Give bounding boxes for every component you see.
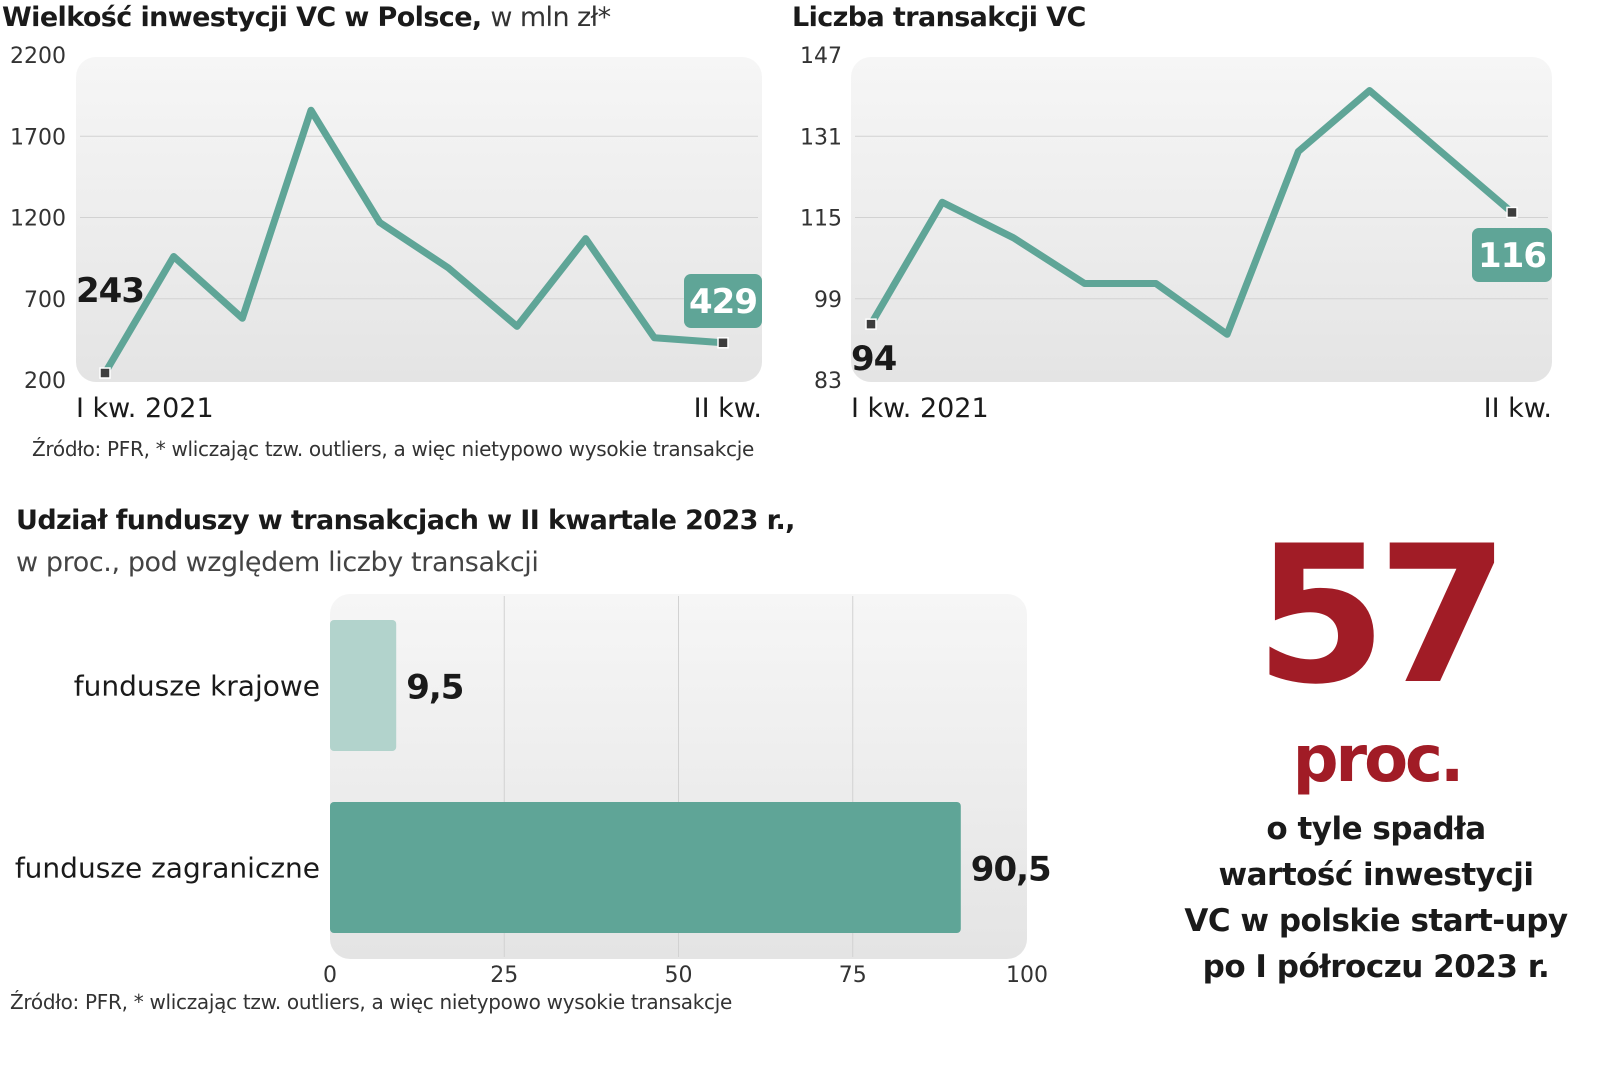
highlight-text-line-2: wartość inwestycji [1218, 857, 1534, 893]
chart2-start-point [865, 318, 877, 330]
chart1-title-main: Wielkość inwestycji VC w Polsce, [2, 2, 482, 33]
chart1-y-tick: 200 [24, 369, 66, 394]
bar-chart-subtitle: w proc., pod względem liczby transakcji [16, 547, 539, 578]
chart1-first-value-label: 243 [76, 271, 144, 311]
bar-value-label: 90,5 [971, 850, 1051, 890]
bar [330, 802, 961, 933]
chart2-y-tick: 131 [800, 125, 842, 150]
chart2-y-tick: 115 [800, 207, 842, 232]
bar-x-tick: 75 [839, 963, 867, 988]
chart2-y-tick: 99 [814, 288, 842, 313]
bar-x-tick: 100 [1006, 963, 1048, 988]
highlight-text-line-3: VC w polskie start-upy [1184, 903, 1568, 939]
bar-chart-title: Udział funduszy w transakcjach w II kwar… [16, 505, 795, 536]
chart2-last-value-badge [1472, 228, 1552, 282]
highlight-text: o tyle spadła wartość inwestycji VC w po… [1180, 806, 1572, 990]
bar-value-label: 9,5 [406, 668, 463, 708]
highlight-text-line-1: o tyle spadła [1266, 811, 1486, 847]
chart1-y-tick: 1700 [10, 125, 66, 150]
chart2-plot-area [851, 57, 1552, 382]
bar [330, 620, 397, 751]
chart1-x-label-last: II kw. [694, 393, 762, 424]
chart1-y-tick: 700 [24, 288, 66, 313]
bar-x-tick: 50 [665, 963, 693, 988]
chart1-title: Wielkość inwestycji VC w Polsce, w mln z… [2, 2, 611, 33]
chart2-y-tick: 83 [814, 369, 842, 394]
chart2-last-value-label: 116 [1478, 236, 1546, 276]
chart2-y-tick: 147 [800, 44, 842, 69]
chart1-x-label-first: I kw. 2021 [76, 393, 214, 424]
source-note-bottom: Źródło: PFR, * wliczając tzw. outliers, … [10, 990, 733, 1014]
chart2-x-label-last: II kw. [1484, 393, 1552, 424]
bar-category-label: fundusze krajowe [74, 670, 320, 703]
source-note-top: Źródło: PFR, * wliczając tzw. outliers, … [32, 437, 755, 461]
highlight-text-line-4: po I półroczu 2023 r. [1202, 949, 1550, 985]
chart2-end-point [1506, 206, 1518, 219]
chart1-start-point [99, 367, 111, 379]
chart2-first-value-label: 94 [851, 339, 897, 379]
bar-category-label: fundusze zagraniczne [15, 852, 320, 885]
chart1-end-point [717, 337, 729, 349]
highlight-number: 57 [1254, 505, 1509, 726]
chart1-y-tick: 2200 [10, 44, 66, 69]
bar-x-tick: 25 [490, 963, 518, 988]
bar-x-tick: 0 [323, 963, 337, 988]
chart2-series-line [867, 87, 1516, 338]
highlight-unit: proc. [1292, 723, 1465, 797]
chart1-title-unit: w mln zł* [490, 2, 611, 33]
chart1-y-tick: 1200 [10, 207, 66, 232]
chart2-x-label-first: I kw. 2021 [851, 393, 989, 424]
chart2-title: Liczba transakcji VC [792, 2, 1086, 33]
chart1-series-line [101, 106, 727, 377]
chart1-last-value-label: 429 [689, 282, 757, 322]
chart1-last-value-badge [684, 274, 762, 328]
